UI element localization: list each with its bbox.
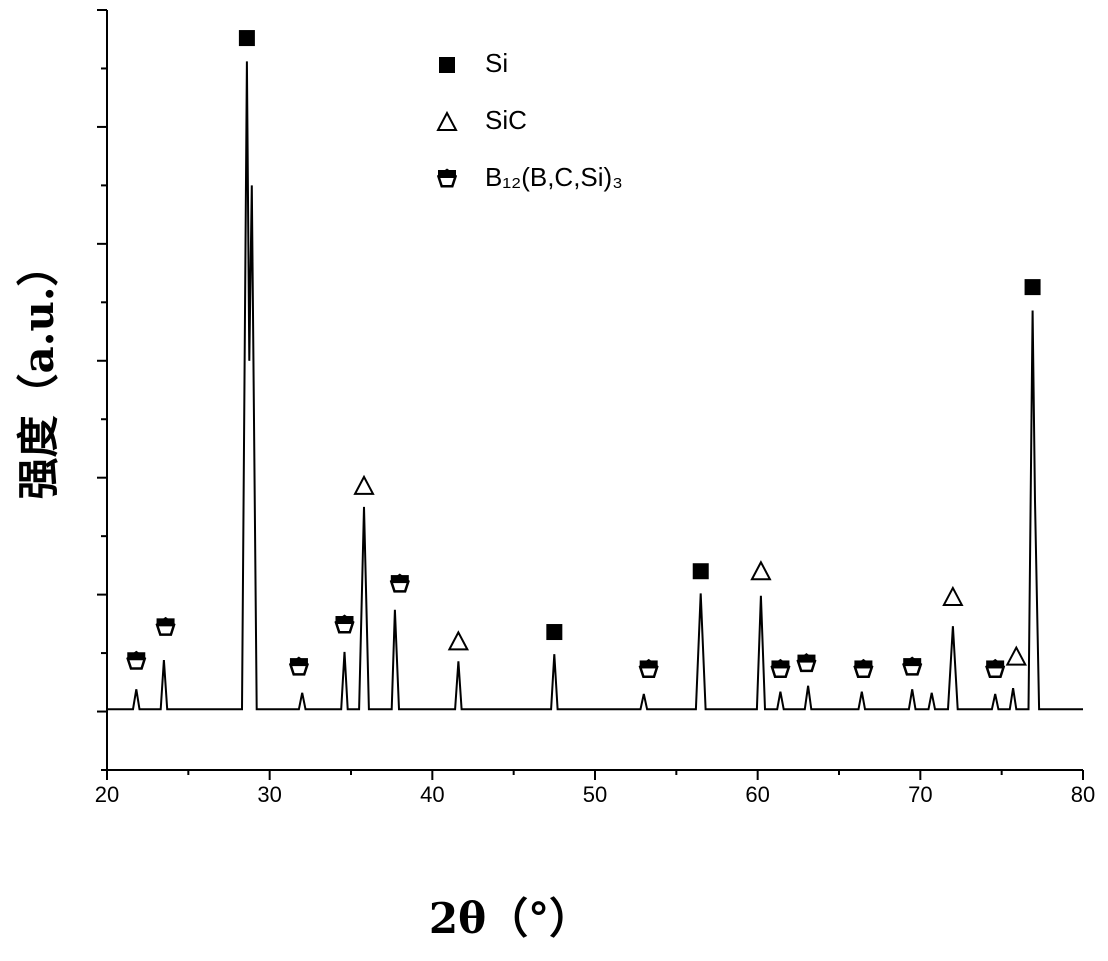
pentagon-top xyxy=(854,660,873,669)
phase-marker xyxy=(126,650,147,670)
legend-label: B₁₂(B,C,Si)₃ xyxy=(485,162,623,192)
phase-marker xyxy=(796,653,817,673)
y-axis-label: 强度（a.u.） xyxy=(14,245,63,500)
pentagon-top xyxy=(797,654,816,663)
phase-marker xyxy=(155,616,176,636)
phase-marker xyxy=(770,658,791,678)
pentagon-top xyxy=(127,652,146,661)
legend-label: Si xyxy=(485,48,508,78)
x-tick-label: 50 xyxy=(583,782,607,807)
legend-symbol xyxy=(436,110,458,131)
phase-marker xyxy=(447,630,470,651)
phase-marker xyxy=(546,624,563,641)
legend-label: SiC xyxy=(485,105,527,135)
x-tick-label: 20 xyxy=(95,782,119,807)
pentagon-top xyxy=(289,658,308,667)
x-axis-label: 2θ（°） xyxy=(429,894,591,943)
phase-marker xyxy=(638,658,659,678)
x-tick-label: 40 xyxy=(420,782,444,807)
phase-marker xyxy=(902,656,923,676)
pentagon-top xyxy=(903,658,922,667)
phase-marker xyxy=(1005,645,1027,666)
x-tick-label: 30 xyxy=(257,782,281,807)
phase-marker xyxy=(853,658,874,678)
x-tick-label: 70 xyxy=(908,782,932,807)
legend-symbol xyxy=(436,168,458,188)
pentagon-top xyxy=(156,618,175,627)
pentagon-top xyxy=(335,616,354,625)
pentagon-top xyxy=(438,170,456,178)
phase-marker xyxy=(389,573,410,593)
phase-marker xyxy=(985,658,1006,678)
phase-marker xyxy=(942,585,964,606)
phase-marker xyxy=(1024,279,1041,296)
phase-marker xyxy=(334,614,355,634)
pentagon-top xyxy=(771,660,790,669)
x-tick-label: 80 xyxy=(1071,782,1095,807)
x-tick-label: 60 xyxy=(745,782,769,807)
phase-marker xyxy=(288,656,309,676)
phase-marker xyxy=(238,30,255,47)
phase-marker xyxy=(750,560,772,581)
pentagon-top xyxy=(639,660,658,669)
legend-symbol xyxy=(439,57,455,73)
pentagon-top xyxy=(390,575,409,584)
phase-marker xyxy=(692,563,709,580)
pentagon-top xyxy=(986,660,1005,669)
phase-marker xyxy=(353,474,375,495)
xrd-line xyxy=(107,61,1083,711)
